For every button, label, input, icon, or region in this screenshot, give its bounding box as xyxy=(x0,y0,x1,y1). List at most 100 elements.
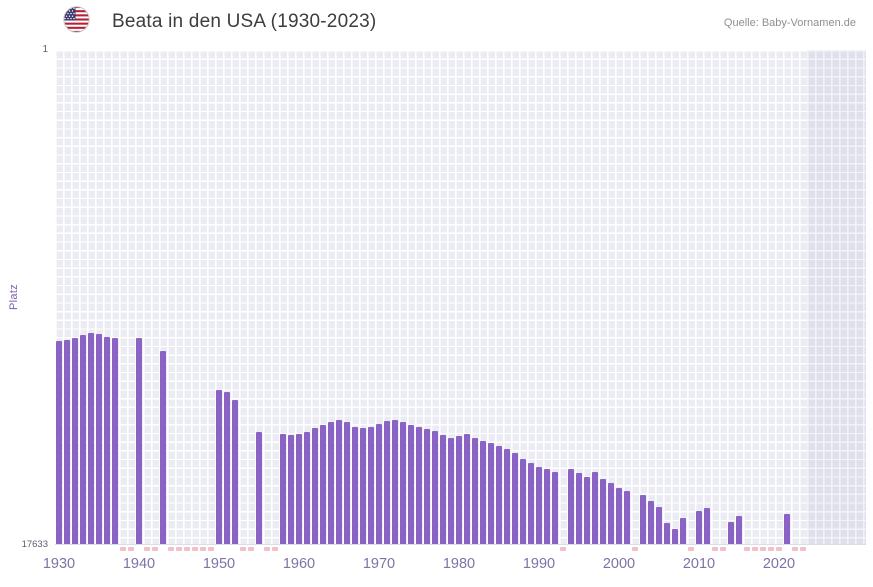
rank-bar xyxy=(472,437,478,544)
rank-bar xyxy=(216,390,222,544)
rank-bar xyxy=(256,432,262,544)
rank-bar xyxy=(640,495,646,544)
rank-bar xyxy=(584,477,590,544)
rank-bar xyxy=(392,419,398,544)
rank-bar xyxy=(704,508,710,544)
x-tick-label: 2020 xyxy=(762,556,796,572)
rank-bar xyxy=(136,338,142,544)
rank-bar xyxy=(368,426,374,544)
rank-bar xyxy=(328,422,334,544)
rank-bar xyxy=(528,463,534,544)
rank-bar xyxy=(616,488,622,544)
rank-bar xyxy=(512,453,518,544)
rank-bar xyxy=(104,336,110,544)
rank-bar xyxy=(288,435,294,544)
rank-bar xyxy=(440,435,446,544)
y-axis-label-bottom: 17633 xyxy=(21,539,48,550)
rank-bar xyxy=(784,513,790,544)
rank-bar xyxy=(376,423,382,544)
rank-bar xyxy=(56,341,62,544)
plot-area xyxy=(55,50,866,545)
rank-bar xyxy=(680,517,686,544)
rank-bar xyxy=(736,516,742,544)
rank-bar xyxy=(488,443,494,544)
missing-year-marker xyxy=(776,547,782,551)
rank-bar xyxy=(624,491,630,544)
x-tick-label: 1960 xyxy=(282,556,316,572)
missing-year-marker xyxy=(272,547,278,551)
rank-bar xyxy=(648,501,654,544)
rank-bar xyxy=(384,421,390,544)
missing-year-marker xyxy=(176,547,182,551)
page-title: Beata in den USA (1930-2023) xyxy=(112,11,377,32)
missing-year-marker xyxy=(792,547,798,551)
x-axis-strip xyxy=(55,547,866,553)
rank-bar xyxy=(416,426,422,544)
rank-bar xyxy=(408,425,414,544)
missing-year-marker xyxy=(760,547,766,551)
rank-bar xyxy=(96,333,102,544)
rank-bar xyxy=(464,433,470,544)
rank-bar xyxy=(448,437,454,544)
rank-bar xyxy=(320,425,326,544)
rank-bar xyxy=(544,468,550,544)
missing-year-marker xyxy=(120,547,126,551)
rank-bar xyxy=(432,430,438,544)
rank-bar xyxy=(160,350,166,544)
missing-year-marker xyxy=(712,547,718,551)
missing-year-marker xyxy=(752,547,758,551)
us-flag-icon xyxy=(63,6,90,33)
missing-year-marker xyxy=(768,547,774,551)
x-tick-label: 1980 xyxy=(442,556,476,572)
rank-bar xyxy=(608,482,614,544)
rank-bar xyxy=(504,449,510,544)
rank-bar xyxy=(656,506,662,544)
rank-bar xyxy=(552,471,558,544)
rank-bar xyxy=(520,458,526,544)
missing-year-marker xyxy=(240,547,246,551)
rank-bar xyxy=(696,510,702,544)
x-tick-label: 2010 xyxy=(682,556,716,572)
rank-bar xyxy=(224,391,230,544)
missing-year-marker xyxy=(744,547,750,551)
rank-bar xyxy=(280,433,286,544)
rank-bar xyxy=(496,446,502,544)
rank-bar xyxy=(456,436,462,544)
rank-bar xyxy=(600,478,606,544)
rank-bar xyxy=(304,432,310,544)
missing-year-marker xyxy=(128,547,134,551)
rank-bar xyxy=(672,529,678,544)
missing-year-marker xyxy=(800,547,806,551)
missing-year-marker xyxy=(720,547,726,551)
future-no-data-band xyxy=(807,50,866,544)
rank-bar xyxy=(64,339,70,544)
rank-bar xyxy=(360,428,366,544)
rank-bar xyxy=(312,428,318,544)
x-tick-label: 1990 xyxy=(522,556,556,572)
rank-bar xyxy=(400,422,406,544)
x-tick-label: 1950 xyxy=(202,556,236,572)
y-axis-label-top: 1 xyxy=(42,44,48,55)
rank-bar xyxy=(80,335,86,544)
missing-year-marker xyxy=(192,547,198,551)
missing-year-marker xyxy=(560,547,566,551)
rank-bar xyxy=(480,440,486,544)
x-tick-label: 2000 xyxy=(602,556,636,572)
missing-year-marker xyxy=(208,547,214,551)
rank-bar xyxy=(344,422,350,544)
x-axis-tick-labels: 1930 1940 1950 1960 1970 1980 1990 2000 2010 2020 xyxy=(43,556,866,576)
missing-year-marker xyxy=(200,547,206,551)
missing-year-marker xyxy=(152,547,158,551)
rank-bar xyxy=(296,433,302,544)
rank-bar xyxy=(112,338,118,544)
x-tick-label: 1940 xyxy=(122,556,156,572)
rank-bar xyxy=(592,471,598,544)
rank-bar xyxy=(72,338,78,544)
missing-year-marker xyxy=(144,547,150,551)
missing-year-marker xyxy=(264,547,270,551)
rank-bar xyxy=(728,522,734,544)
missing-year-marker xyxy=(632,547,638,551)
rank-bar xyxy=(336,419,342,544)
rank-bar xyxy=(352,426,358,544)
